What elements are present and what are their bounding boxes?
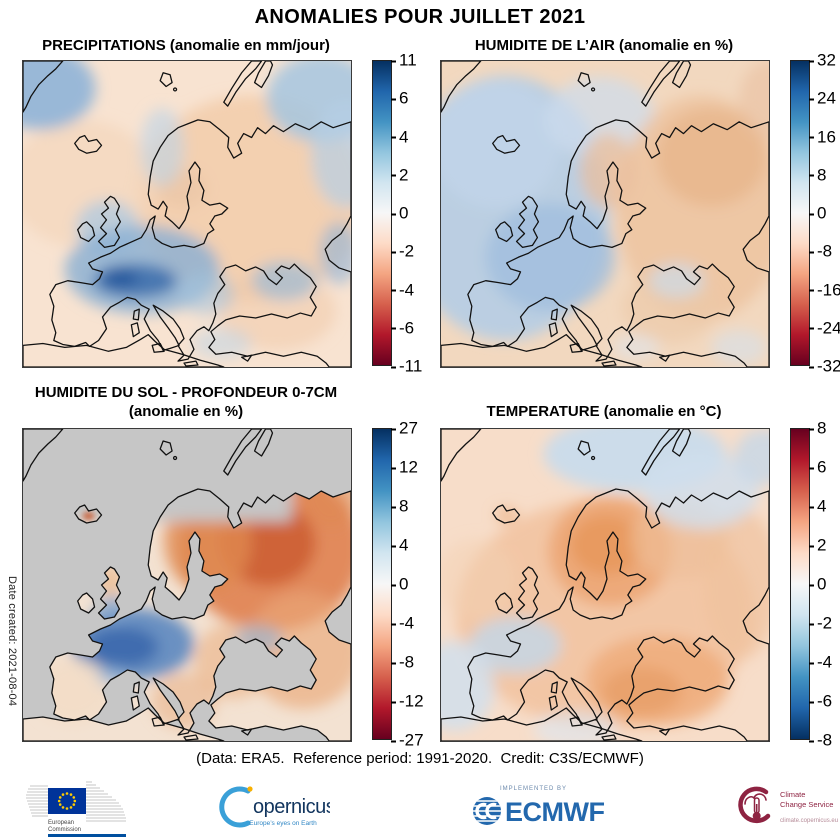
- colorbar-tick: 2: [808, 535, 827, 555]
- ecmwf-globe-icon: [473, 797, 501, 825]
- panel-title-humidite-sol: HUMIDITE DU SOL - PROFONDEUR 0-7CM: [34, 384, 338, 401]
- copernicus-wordmark: opernicus: [253, 796, 330, 818]
- ccs-url: climate.copernicus.eu: [780, 818, 838, 824]
- map-precipitations: [22, 60, 352, 368]
- colorbar-tick: -24: [809, 318, 840, 338]
- colorbar-tick: 6: [808, 457, 827, 477]
- colorbar-tick: -8: [808, 730, 833, 750]
- colorbar-precipitations: 11 6 4 2 0 -2 -4 -6 -11: [372, 52, 442, 375]
- colorbar-tick: 4: [390, 535, 409, 555]
- copernicus-logo: opernicus Europe’s eyes on Earth: [219, 786, 330, 828]
- colorbar-tick: 0: [390, 203, 409, 223]
- colorbar-tick: 11: [391, 50, 417, 70]
- ccs-label-line1: Climate: [780, 790, 805, 799]
- copernicus-c-swoosh-icon: [219, 786, 251, 828]
- source-note: (Data: ERA5. Reference period: 1991-2020…: [196, 750, 644, 767]
- colorbar-temperature: 8 6 4 2 0 -2 -4 -6 -8: [790, 420, 840, 749]
- colorbar-tick: 32: [809, 50, 836, 70]
- european-commission-logo: European Commission: [26, 781, 126, 837]
- colorbar-gradient: [372, 428, 392, 740]
- map-humidite-air: [440, 60, 770, 368]
- eu-flag-stars: [57, 792, 77, 810]
- colorbar-tick: 27: [391, 418, 418, 438]
- colorbar-tick: -6: [808, 691, 833, 711]
- ec-blue-bar: [48, 834, 126, 837]
- colorbar-gradient: [790, 428, 810, 740]
- map-temperature: [440, 428, 770, 742]
- colorbar-tick: 6: [390, 88, 409, 108]
- colorbar-tick: -12: [391, 691, 424, 711]
- colorbar-tick: -11: [390, 356, 423, 376]
- anomaly-field: [441, 429, 769, 741]
- colorbar-tick: 12: [391, 457, 418, 477]
- colorbar-tick: 2: [390, 165, 409, 185]
- anomaly-field: [23, 61, 351, 360]
- map-humidite-sol: [22, 428, 352, 742]
- copernicus-tagline: Europe’s eyes on Earth: [249, 820, 317, 827]
- colorbar-tick: -2: [808, 613, 833, 633]
- colorbar-tick: 4: [808, 496, 827, 516]
- colorbar-tick: 16: [809, 127, 836, 146]
- page-title: ANOMALIES POUR JUILLET 2021: [254, 6, 586, 28]
- colorbar-tick: -8: [390, 652, 415, 672]
- colorbar-tick: 0: [808, 574, 827, 594]
- colorbar-tick: -8: [808, 241, 833, 261]
- colorbar-tick: -2: [390, 241, 415, 261]
- colorbar-tick: 8: [390, 496, 409, 516]
- colorbar-tick: 4: [390, 127, 409, 146]
- date-created-label: Date created: 2021-08-04: [6, 576, 18, 707]
- colorbar-tick: -4: [390, 613, 415, 633]
- colorbar-tick: 8: [808, 165, 827, 185]
- ec-label-line1: European: [48, 820, 74, 826]
- panel-subtitle-humidite-sol: (anomalie en %): [128, 403, 244, 420]
- ccs-cloud-icon: [744, 793, 767, 805]
- colorbar-humidite-sol: 27 12 8 4 0 -4 -8 -12 -27: [372, 420, 442, 749]
- copernicus-satellite-dot-icon: [247, 786, 253, 792]
- panel-title-humidite-air: HUMIDITE DE L’AIR (anomalie en %): [474, 37, 734, 54]
- colorbar-tick: -16: [809, 280, 840, 299]
- anomaly-field: [441, 61, 769, 366]
- colorbar-tick: 0: [390, 574, 409, 594]
- colorbar-tick: -4: [390, 280, 415, 299]
- colorbar-gradient: [372, 60, 392, 366]
- colorbar-tick: 24: [809, 88, 836, 108]
- ec-label-line2: Commission: [48, 827, 81, 833]
- colorbar-tick: 0: [808, 203, 827, 223]
- ecmwf-logo: IMPLEMENTED BY ECMWF: [473, 786, 605, 827]
- panel-title-precipitations: PRECIPITATIONS (anomalie en mm/jour): [42, 37, 330, 54]
- colorbar-gradient: [790, 60, 810, 366]
- colorbar-tick: -32: [809, 356, 840, 376]
- colorbar-tick: -27: [391, 730, 424, 750]
- colorbar-tick: -6: [390, 318, 415, 338]
- colorbar-humidite-air: 32 24 16 8 0 -8 -16 -24 -32: [790, 52, 840, 375]
- eu-flag-icon: [48, 788, 86, 814]
- ec-hatching: [26, 781, 126, 822]
- ecmwf-wordmark: ECMWF: [505, 797, 604, 827]
- ccs-crescent-icon: [738, 786, 771, 824]
- panel-title-temperature: TEMPERATURE (anomalie en °C): [486, 403, 722, 420]
- climate-change-service-logo: Climate Change Service climate.copernicu…: [738, 786, 838, 824]
- ccs-label-line2: Change Service: [780, 800, 833, 809]
- colorbar-tick: -4: [808, 652, 833, 672]
- ecmwf-implemented-by: IMPLEMENTED BY: [500, 786, 567, 792]
- colorbar-tick: 8: [808, 418, 827, 438]
